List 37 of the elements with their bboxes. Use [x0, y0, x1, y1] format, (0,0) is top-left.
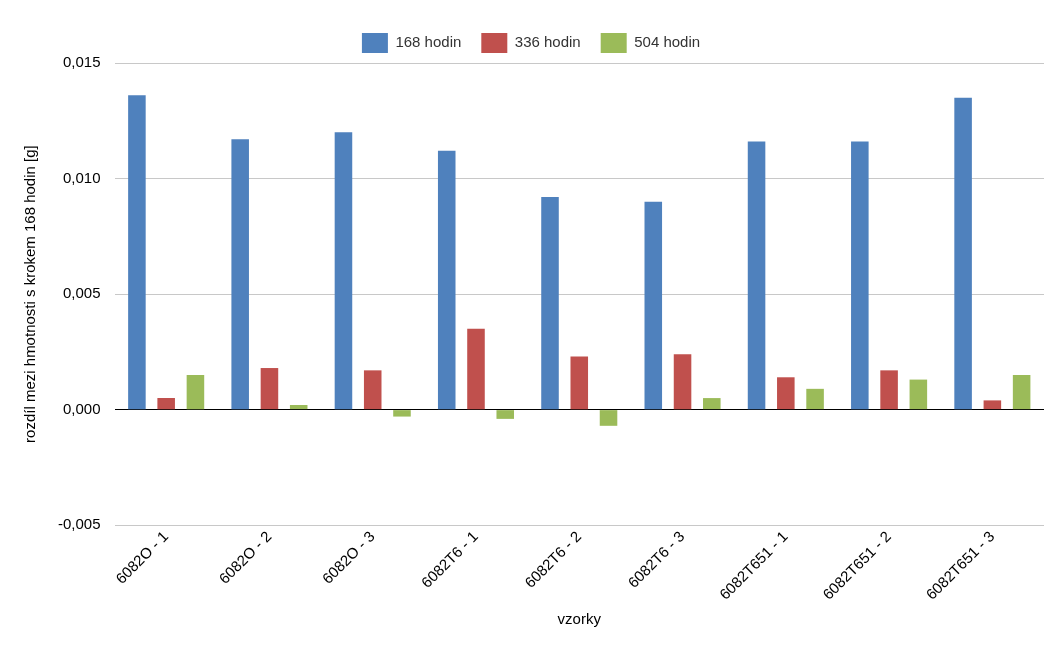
x-axis-title: vzorky: [557, 610, 602, 628]
bar: [231, 139, 249, 410]
y-tick-label: 0,000: [62, 399, 101, 417]
bar: [1012, 374, 1031, 410]
bar: [644, 201, 663, 410]
bar: [747, 141, 766, 410]
bar: [703, 398, 721, 410]
bar: [289, 405, 308, 410]
bar: [437, 150, 456, 410]
bar: [954, 97, 972, 410]
bar: [260, 368, 279, 410]
bar: [334, 132, 353, 410]
bar: [541, 197, 559, 410]
bar: [570, 356, 589, 410]
bar: [806, 388, 824, 410]
bar: [983, 400, 1002, 410]
bar: [186, 374, 205, 410]
bar: [599, 410, 618, 426]
bar: [363, 370, 382, 410]
y-tick-label: 0,015: [62, 53, 101, 71]
bar: [851, 141, 869, 410]
y-tick-label: 0,010: [62, 168, 101, 186]
legend-label: 168 hodin: [395, 33, 462, 51]
legend-label: 504 hodin: [634, 33, 701, 51]
y-axis-title: rozdíl mezi hmotnosti s krokem 168 hodin [g]: [21, 145, 39, 443]
bar: [393, 410, 411, 417]
bar: [496, 410, 515, 419]
bar: [128, 95, 146, 410]
legend-label: 336 hodin: [514, 33, 581, 51]
y-tick-label: -0,005: [57, 515, 101, 533]
bar: [880, 370, 898, 410]
bar: [777, 377, 795, 410]
bar: [909, 379, 928, 410]
bar: [157, 398, 175, 410]
y-tick-label: 0,005: [62, 284, 101, 302]
bar: [673, 354, 692, 410]
bar: [467, 328, 485, 410]
